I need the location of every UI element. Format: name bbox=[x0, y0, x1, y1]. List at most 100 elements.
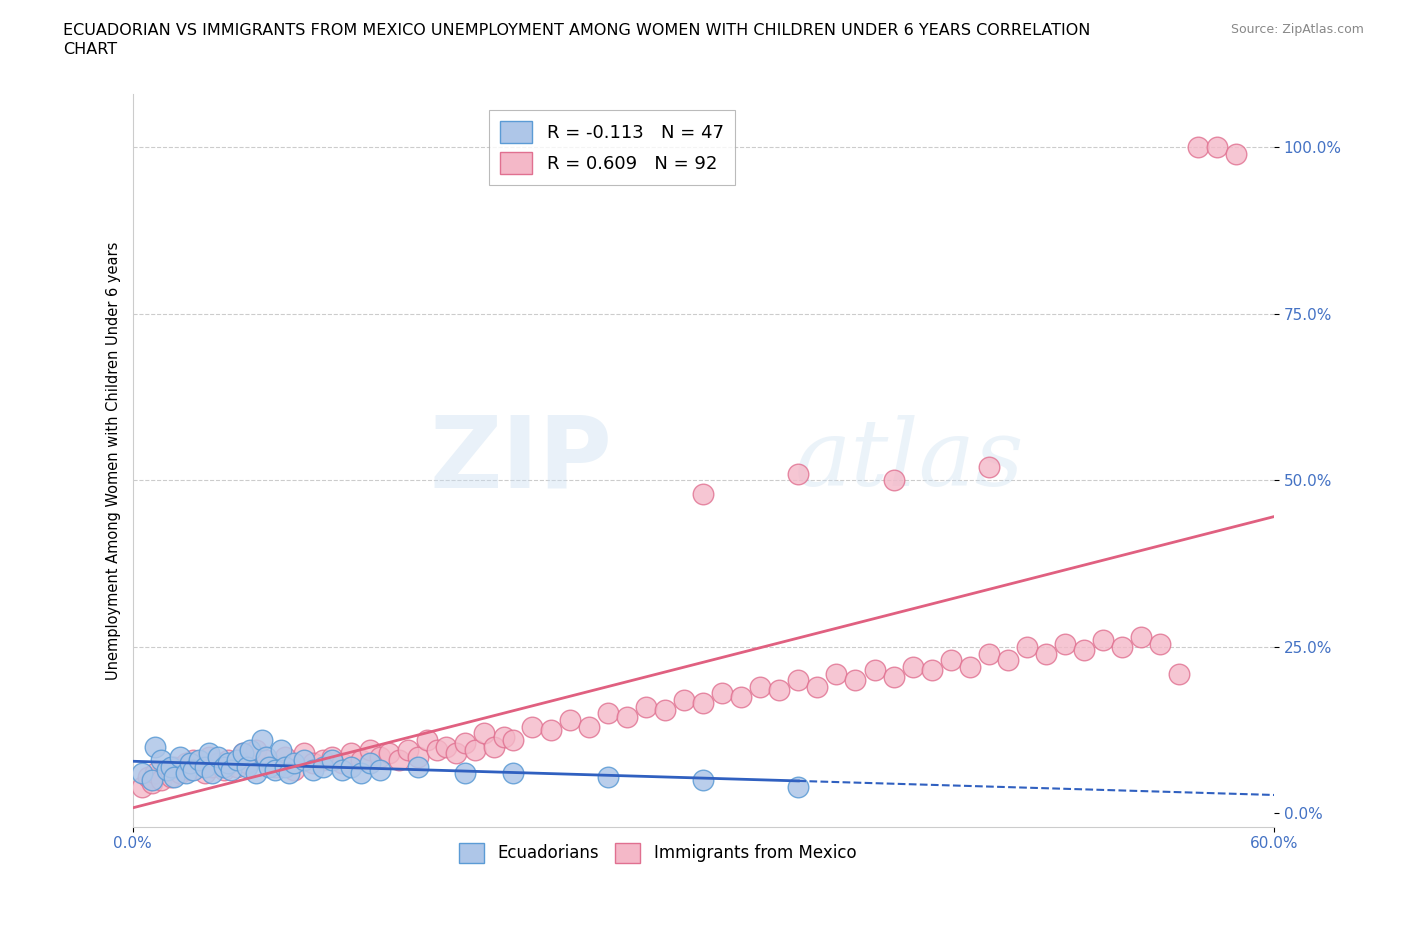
Point bbox=[143, 766, 166, 781]
Point bbox=[787, 466, 810, 481]
Point bbox=[598, 706, 620, 721]
Point bbox=[692, 696, 714, 711]
Point bbox=[141, 776, 163, 790]
Point bbox=[997, 653, 1019, 668]
Point bbox=[194, 766, 217, 781]
Point bbox=[174, 766, 197, 781]
Point bbox=[350, 766, 373, 781]
Point bbox=[183, 752, 205, 767]
Point bbox=[330, 763, 353, 777]
Point bbox=[250, 733, 273, 748]
Point bbox=[502, 733, 524, 748]
Point bbox=[806, 680, 828, 695]
Point bbox=[1111, 640, 1133, 655]
Point bbox=[388, 752, 411, 767]
Point bbox=[350, 752, 373, 767]
Point bbox=[1225, 147, 1247, 162]
Point bbox=[368, 750, 391, 764]
Point bbox=[143, 739, 166, 754]
Point bbox=[883, 670, 905, 684]
Point bbox=[921, 663, 943, 678]
Point bbox=[1149, 636, 1171, 651]
Point bbox=[939, 653, 962, 668]
Point bbox=[416, 733, 439, 748]
Point bbox=[245, 743, 267, 758]
Point bbox=[188, 759, 211, 774]
Point bbox=[482, 739, 505, 754]
Point bbox=[636, 699, 658, 714]
Point bbox=[163, 759, 186, 774]
Point bbox=[711, 686, 734, 701]
Point bbox=[131, 766, 153, 781]
Point bbox=[330, 756, 353, 771]
Point bbox=[254, 750, 277, 764]
Point bbox=[673, 693, 696, 708]
Point bbox=[183, 763, 205, 777]
Point bbox=[464, 743, 486, 758]
Point bbox=[406, 750, 429, 764]
Point bbox=[312, 752, 335, 767]
Point bbox=[136, 769, 159, 784]
Point bbox=[197, 746, 219, 761]
Point bbox=[217, 752, 239, 767]
Point bbox=[163, 769, 186, 784]
Point bbox=[254, 752, 277, 767]
Legend: Ecuadorians, Immigrants from Mexico: Ecuadorians, Immigrants from Mexico bbox=[453, 836, 863, 870]
Text: atlas: atlas bbox=[794, 416, 1024, 505]
Point bbox=[1091, 632, 1114, 647]
Point bbox=[359, 743, 381, 758]
Point bbox=[201, 759, 224, 774]
Text: Source: ZipAtlas.com: Source: ZipAtlas.com bbox=[1230, 23, 1364, 36]
Point bbox=[159, 769, 181, 784]
Point bbox=[426, 743, 449, 758]
Point bbox=[520, 720, 543, 735]
Point bbox=[787, 672, 810, 687]
Text: CHART: CHART bbox=[63, 42, 117, 57]
Point bbox=[598, 769, 620, 784]
Point bbox=[378, 746, 401, 761]
Point bbox=[359, 756, 381, 771]
Point bbox=[730, 689, 752, 704]
Point bbox=[1129, 630, 1152, 644]
Point bbox=[194, 759, 217, 774]
Point bbox=[474, 726, 496, 741]
Text: ECUADORIAN VS IMMIGRANTS FROM MEXICO UNEMPLOYMENT AMONG WOMEN WITH CHILDREN UNDE: ECUADORIAN VS IMMIGRANTS FROM MEXICO UNE… bbox=[63, 23, 1091, 38]
Point bbox=[768, 683, 790, 698]
Point bbox=[169, 750, 191, 764]
Point bbox=[235, 756, 257, 771]
Point bbox=[156, 763, 179, 777]
Point bbox=[270, 743, 292, 758]
Point bbox=[502, 766, 524, 781]
Point bbox=[312, 759, 335, 774]
Point bbox=[212, 763, 235, 777]
Point bbox=[692, 486, 714, 501]
Point bbox=[1187, 140, 1209, 154]
Point bbox=[221, 763, 243, 777]
Point bbox=[264, 759, 287, 774]
Point bbox=[217, 756, 239, 771]
Point bbox=[188, 752, 211, 767]
Point bbox=[264, 763, 287, 777]
Point bbox=[207, 750, 229, 764]
Point bbox=[883, 473, 905, 488]
Point bbox=[232, 746, 254, 761]
Point bbox=[1053, 636, 1076, 651]
Point bbox=[787, 779, 810, 794]
Point bbox=[292, 746, 315, 761]
Point bbox=[654, 703, 676, 718]
Point bbox=[1015, 640, 1038, 655]
Point bbox=[454, 766, 477, 781]
Y-axis label: Unemployment Among Women with Children Under 6 years: Unemployment Among Women with Children U… bbox=[107, 241, 121, 680]
Point bbox=[232, 746, 254, 761]
Point bbox=[226, 759, 249, 774]
Point bbox=[201, 766, 224, 781]
Point bbox=[207, 756, 229, 771]
Point bbox=[292, 752, 315, 767]
Point bbox=[749, 680, 772, 695]
Point bbox=[156, 763, 179, 777]
Point bbox=[179, 763, 201, 777]
Point bbox=[179, 756, 201, 771]
Point bbox=[340, 759, 363, 774]
Point bbox=[1035, 646, 1057, 661]
Point bbox=[174, 756, 197, 771]
